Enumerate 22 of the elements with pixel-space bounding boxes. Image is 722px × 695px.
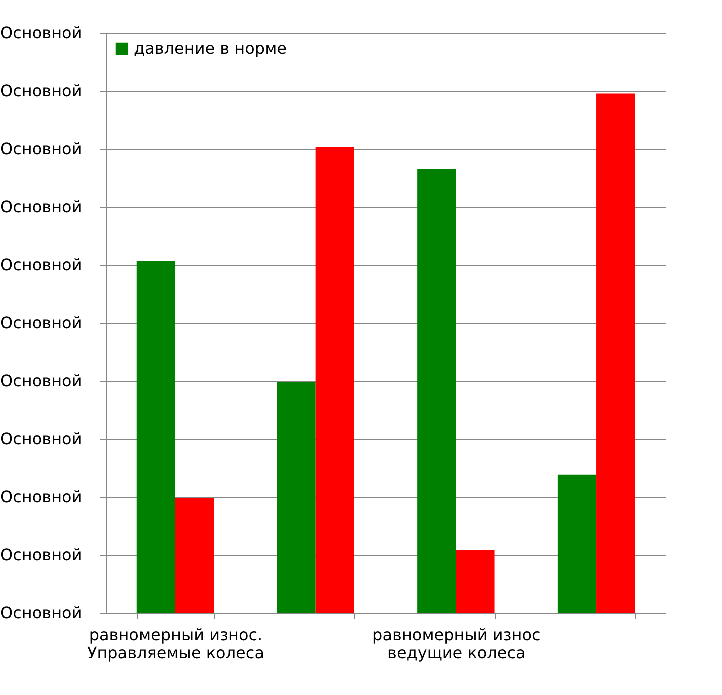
bar bbox=[136, 260, 176, 613]
text: Основной bbox=[0, 430, 82, 448]
text: Основной bbox=[0, 604, 82, 622]
legend-label: давление в норме bbox=[134, 39, 287, 58]
text: Основной bbox=[0, 314, 82, 332]
bar bbox=[558, 474, 597, 613]
text: Основной bbox=[0, 198, 82, 216]
bar bbox=[316, 147, 354, 613]
text: Основной bbox=[0, 546, 82, 564]
bar bbox=[277, 382, 316, 613]
x-tick-label: равномерный износ ведущие колеса bbox=[372, 626, 541, 662]
text: Основной bbox=[0, 140, 82, 158]
text: Основной bbox=[0, 488, 82, 506]
bar bbox=[418, 169, 456, 613]
bar bbox=[456, 550, 495, 613]
bar bbox=[596, 94, 636, 613]
x-tick-label: равномерный износ. Управляемые колеса bbox=[87, 626, 265, 662]
bar bbox=[175, 498, 214, 613]
text: Основной bbox=[0, 256, 82, 274]
text: Основной bbox=[0, 82, 82, 100]
text: Основной bbox=[0, 24, 82, 42]
text: Основной bbox=[0, 372, 82, 390]
